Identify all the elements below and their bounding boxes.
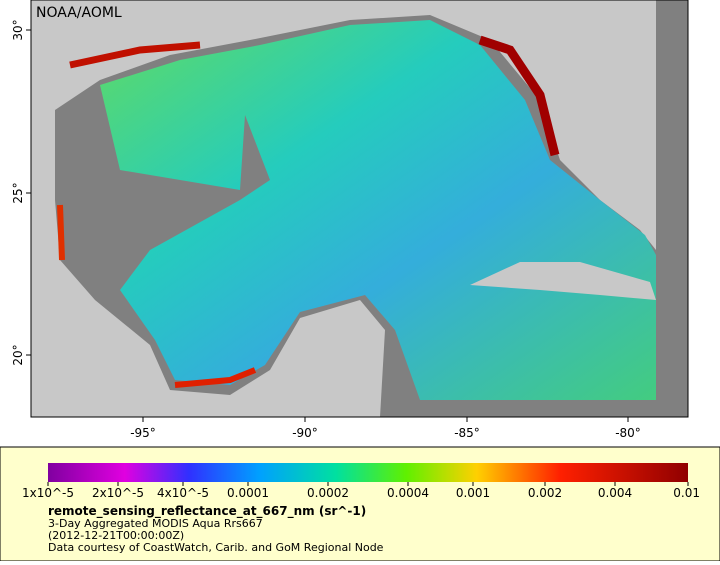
x-tick-label: -90°: [292, 426, 318, 440]
map-title: NOAA/AOML: [36, 5, 122, 21]
colorbar-label: 2x10^-5: [92, 486, 144, 500]
colorbar-label: 0.001: [456, 486, 490, 500]
map: NOAA/AOML: [30, 0, 689, 418]
legend-line: (2012-12-21T00:00:00Z): [48, 529, 184, 542]
colorbar-label: 0.01: [673, 486, 700, 500]
y-tick-label: 30°: [11, 19, 25, 40]
colorbar-label: 0.004: [598, 486, 632, 500]
y-tick-label: 25°: [11, 182, 25, 203]
no-data-strip: [656, 0, 688, 417]
data-coverage: [100, 20, 656, 400]
colorbar-label: 1x10^-5: [22, 486, 74, 500]
x-tick-label: -95°: [130, 426, 156, 440]
coastal-high: [69, 41, 201, 69]
colorbar-label: 0.002: [528, 486, 562, 500]
variable-name: remote_sensing_reflectance_at_667_nm (sr…: [48, 504, 366, 519]
colorbar: [48, 463, 688, 482]
cuba: [470, 262, 656, 300]
coastal-high: [57, 204, 65, 261]
colorbar-label: 4x10^-5: [157, 486, 209, 500]
x-tick-label: -85°: [454, 426, 480, 440]
colorbar-label: 0.0004: [387, 486, 429, 500]
legend-line: 3-Day Aggregated MODIS Aqua Rrs667: [48, 517, 263, 530]
map-frame: [30, 0, 689, 418]
legend-line: Data courtesy of CoastWatch, Carib. and …: [48, 541, 384, 554]
colorbar-label: 0.0001: [227, 486, 269, 500]
x-tick-label: -80°: [615, 426, 641, 440]
y-tick-label: 20°: [11, 344, 25, 365]
coastal-high: [478, 35, 560, 157]
coastal-high: [174, 367, 257, 388]
colorbar-label: 0.0002: [307, 486, 349, 500]
